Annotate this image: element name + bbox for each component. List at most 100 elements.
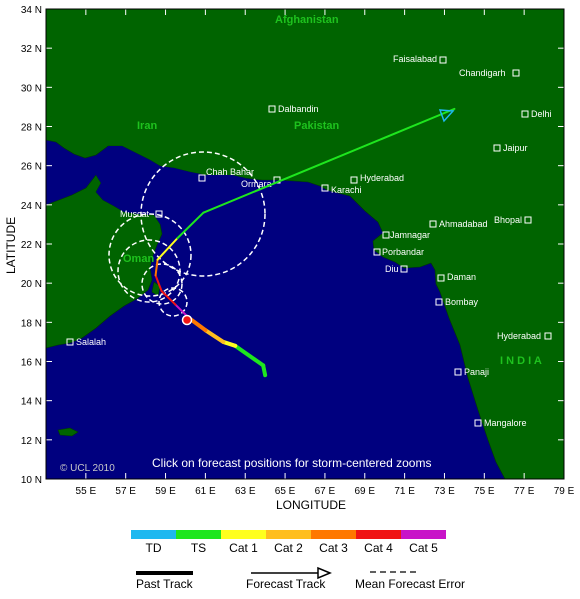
city-marker-jaipur bbox=[493, 144, 501, 152]
lat-tick-label: 30 N bbox=[21, 83, 42, 94]
lat-tick-label: 34 N bbox=[21, 5, 42, 16]
lat-tick-label: 16 N bbox=[21, 358, 42, 369]
legend-forecast-arrow-icon bbox=[317, 566, 332, 580]
lon-tick-label: 57 E bbox=[115, 486, 136, 497]
legend-category-label: Cat 4 bbox=[364, 541, 393, 555]
city-label-chah-bahar: Chah Bahar bbox=[206, 167, 254, 177]
city-label-daman: Daman bbox=[447, 272, 476, 282]
legend-category-label: Cat 5 bbox=[409, 541, 438, 555]
legend-swatch bbox=[356, 530, 401, 539]
longitude-ticks: 55 E 57 E 59 E 61 E 63 E 65 E 67 E 69 E 71 E 73 E… bbox=[76, 9, 575, 497]
city-label-delhi: Delhi bbox=[531, 109, 552, 119]
city-marker-salalah bbox=[66, 338, 74, 346]
city-label-mangalore: Mangalore bbox=[484, 418, 527, 428]
lat-tick-label: 26 N bbox=[21, 162, 42, 173]
forecast-arrowhead bbox=[438, 109, 455, 123]
city-label-diu: Diu bbox=[385, 264, 399, 274]
legend-past-track-label: Past Track bbox=[136, 577, 194, 591]
forecast-track-segment[interactable] bbox=[160, 290, 177, 306]
city-markers bbox=[66, 56, 552, 427]
past-track-segment bbox=[233, 343, 266, 368]
city-marker-hyderabad-in bbox=[544, 332, 552, 340]
city-marker-bombay bbox=[435, 298, 443, 306]
lon-tick-label: 79 E bbox=[554, 486, 575, 497]
country-label-afghanistan: Afghanistan bbox=[275, 14, 339, 26]
land-socotra-island bbox=[57, 427, 79, 437]
forecast-track-segment[interactable] bbox=[202, 107, 456, 214]
forecast-error-circles bbox=[108, 151, 266, 317]
city-label-ormara: Ormara bbox=[241, 179, 272, 189]
lat-tick-label: 14 N bbox=[21, 397, 42, 408]
country-label-oman: Oman bbox=[123, 253, 154, 265]
city-label-karachi: Karachi bbox=[331, 185, 362, 195]
legend-swatch bbox=[311, 530, 356, 539]
city-label-jaipur: Jaipur bbox=[503, 143, 528, 153]
country-label-pakistan: Pakistan bbox=[294, 120, 340, 132]
current-position-marker[interactable] bbox=[181, 314, 193, 326]
forecast-track-segment[interactable] bbox=[176, 211, 205, 240]
lon-tick-label: 67 E bbox=[315, 486, 336, 497]
legend-swatch bbox=[131, 530, 176, 539]
city-marker-mangalore bbox=[474, 419, 482, 427]
lat-tick-label: 28 N bbox=[21, 123, 42, 134]
city-label-ahmadabad: Ahmadabad bbox=[439, 219, 488, 229]
city-marker-hyderabad-pk bbox=[350, 176, 358, 184]
city-marker-karachi bbox=[321, 184, 329, 192]
lat-tick-label: 20 N bbox=[21, 279, 42, 290]
copyright-label: © UCL 2010 bbox=[60, 463, 115, 474]
lat-tick-label: 18 N bbox=[21, 318, 42, 329]
lon-tick-label: 71 E bbox=[394, 486, 415, 497]
error-circle-4 bbox=[108, 213, 192, 297]
country-label-india: I N D I A bbox=[500, 355, 542, 367]
lat-tick-label: 12 N bbox=[21, 436, 42, 447]
error-circle-2 bbox=[141, 263, 183, 305]
city-marker-dalbandin bbox=[268, 105, 276, 113]
legend-category-label: Cat 3 bbox=[319, 541, 348, 555]
city-marker-bhopal bbox=[524, 216, 532, 224]
legend-swatch bbox=[401, 530, 446, 539]
lon-tick-label: 61 E bbox=[195, 486, 216, 497]
city-marker-ahmadabad bbox=[429, 220, 437, 228]
legend-mean-error-label: Mean Forecast Error bbox=[355, 577, 465, 591]
city-label-salalah: Salalah bbox=[76, 337, 106, 347]
forecast-track-path[interactable] bbox=[154, 107, 456, 320]
lon-tick-label: 59 E bbox=[155, 486, 176, 497]
legend-swatch bbox=[266, 530, 311, 539]
legend-forecast-track-label: Forecast Track bbox=[246, 577, 326, 591]
city-marker-jamnagar bbox=[382, 231, 390, 239]
city-label-bombay: Bombay bbox=[445, 297, 479, 307]
city-marker-chandigarh bbox=[512, 69, 520, 77]
gulf-of-oman-water bbox=[96, 146, 245, 224]
city-label-hyderabad-in: Hyderabad bbox=[497, 331, 541, 341]
forecast-track-segment[interactable] bbox=[154, 258, 159, 277]
land-masirah-island bbox=[151, 281, 161, 297]
lat-tick-label: 22 N bbox=[21, 240, 42, 251]
legend-swatch bbox=[221, 530, 266, 539]
forecast-track-segment[interactable] bbox=[156, 237, 179, 261]
lat-tick-label: 32 N bbox=[21, 44, 42, 55]
forecast-track-segment[interactable] bbox=[154, 274, 163, 292]
y-axis-title: LATITUDE bbox=[4, 217, 18, 274]
past-track-segment bbox=[221, 339, 238, 348]
legend-swatch bbox=[176, 530, 221, 539]
lat-tick-label: 24 N bbox=[21, 201, 42, 212]
city-marker-panaji bbox=[454, 368, 462, 376]
country-label-iran: Iran bbox=[137, 120, 157, 132]
lon-tick-label: 77 E bbox=[514, 486, 535, 497]
city-label-porbandar: Porbandar bbox=[382, 247, 424, 257]
category-legend: TD TS Cat 1 Cat 2 Cat 3 Cat 4 Cat 5 bbox=[131, 530, 446, 555]
lon-tick-label: 69 E bbox=[354, 486, 375, 497]
lon-tick-label: 65 E bbox=[275, 486, 296, 497]
city-marker-chah-bahar bbox=[198, 174, 206, 182]
legend-category-label: TD bbox=[146, 541, 162, 555]
legend-category-label: Cat 2 bbox=[274, 541, 303, 555]
legend-category-label: TS bbox=[191, 541, 206, 555]
city-label-chandigarh: Chandigarh bbox=[459, 68, 506, 78]
x-axis-title: LONGITUDE bbox=[276, 498, 346, 512]
city-marker-porbandar bbox=[373, 248, 381, 256]
city-label-dalbandin: Dalbandin bbox=[278, 104, 319, 114]
instruction-text: Click on forecast positions for storm-ce… bbox=[152, 456, 431, 470]
latitude-ticks: 34 N 32 N 30 N 28 N 26 N 24 N 22 N 20 N 18 N 16 N… bbox=[21, 5, 564, 486]
error-circle-5 bbox=[140, 151, 266, 277]
